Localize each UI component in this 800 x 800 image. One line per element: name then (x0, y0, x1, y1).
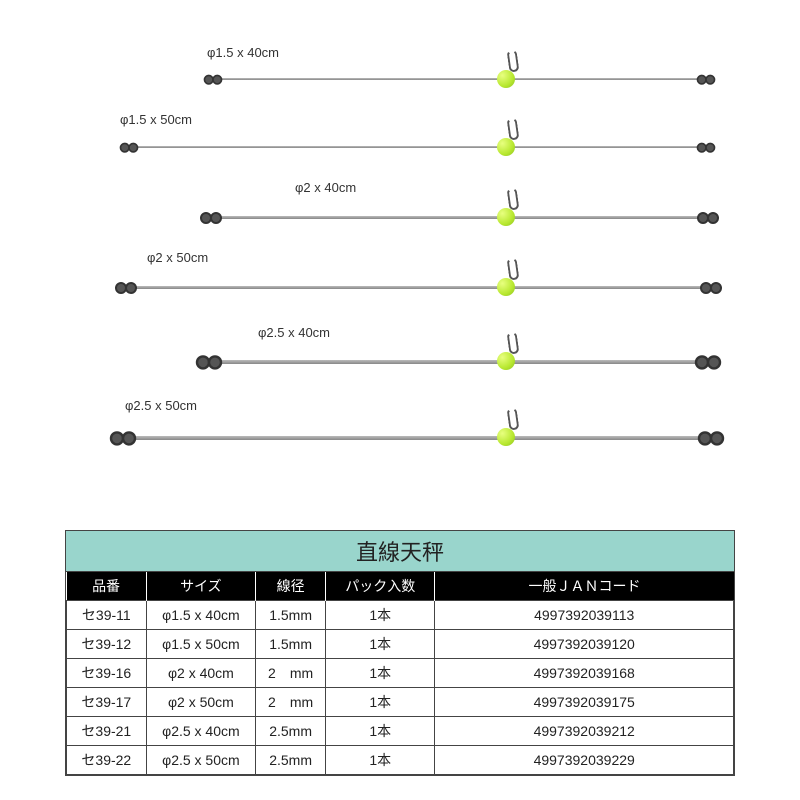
rig-label: φ2 x 40cm (295, 180, 356, 195)
swivel-left-icon (110, 426, 136, 445)
swivel-right-icon (697, 139, 716, 153)
table-cell: セ39-16 (67, 659, 147, 688)
swivel-left-icon (200, 208, 222, 224)
rig-wire (220, 216, 705, 219)
rig-label: φ1.5 x 50cm (120, 112, 192, 127)
swivel-right-icon (695, 350, 721, 369)
table-cell: 1本 (326, 601, 435, 630)
bead-icon (497, 352, 515, 370)
table-cell: φ2.5 x 50cm (146, 746, 256, 775)
table-cell: 1本 (326, 659, 435, 688)
rig-wire (135, 146, 705, 148)
table-header: サイズ (146, 572, 256, 601)
table-cell: セ39-17 (67, 688, 147, 717)
table-header: 一般ＪＡＮコード (435, 572, 734, 601)
table-cell: 2 mm (256, 659, 326, 688)
swivel-left-icon (196, 350, 222, 369)
bead-icon (497, 428, 515, 446)
table-row: セ39-11φ1.5 x 40cm1.5mm1本4997392039113 (67, 601, 734, 630)
swivel-right-icon (700, 278, 722, 294)
table-cell: 4997392039168 (435, 659, 734, 688)
table-cell: 4997392039113 (435, 601, 734, 630)
bead-icon (497, 138, 515, 156)
table-cell: セ39-12 (67, 630, 147, 659)
snap-clip-icon (507, 407, 520, 430)
swivel-right-icon (697, 208, 719, 224)
bead-icon (497, 208, 515, 226)
table-cell: セ39-22 (67, 746, 147, 775)
product-table: 品番サイズ線径パック入数一般ＪＡＮコード セ39-11φ1.5 x 40cm1.… (66, 572, 734, 775)
rig-label: φ2.5 x 40cm (258, 325, 330, 340)
swivel-left-icon (115, 278, 137, 294)
bead-icon (497, 278, 515, 296)
table-cell: 4997392039120 (435, 630, 734, 659)
rig-label: φ1.5 x 40cm (207, 45, 279, 60)
table-row: セ39-21φ2.5 x 40cm2.5mm1本4997392039212 (67, 717, 734, 746)
table-cell: 2 mm (256, 688, 326, 717)
rig-wire (220, 78, 705, 80)
table-cell: φ1.5 x 40cm (146, 601, 256, 630)
swivel-left-icon (120, 139, 139, 153)
table-cell: 1本 (326, 688, 435, 717)
rig-wire (135, 286, 710, 289)
table-cell: 2.5mm (256, 717, 326, 746)
table-cell: 4997392039229 (435, 746, 734, 775)
table-cell: 2.5mm (256, 746, 326, 775)
table-header: 品番 (67, 572, 147, 601)
snap-clip-icon (507, 257, 520, 280)
table-title: 直線天秤 (66, 531, 734, 572)
table-cell: セ39-21 (67, 717, 147, 746)
swivel-right-icon (697, 71, 716, 85)
table-cell: 1本 (326, 717, 435, 746)
table-cell: φ1.5 x 50cm (146, 630, 256, 659)
table-row: セ39-12φ1.5 x 50cm1.5mm1本4997392039120 (67, 630, 734, 659)
rig-label: φ2 x 50cm (147, 250, 208, 265)
swivel-right-icon (698, 426, 724, 445)
table-cell: φ2 x 50cm (146, 688, 256, 717)
table-cell: 4997392039175 (435, 688, 734, 717)
rig-wire (133, 436, 710, 440)
table-row: セ39-17φ2 x 50cm2 mm1本4997392039175 (67, 688, 734, 717)
rig-label: φ2.5 x 50cm (125, 398, 197, 413)
table-cell: 1本 (326, 630, 435, 659)
table-cell: φ2 x 40cm (146, 659, 256, 688)
bead-icon (497, 70, 515, 88)
snap-clip-icon (507, 331, 520, 354)
table-cell: セ39-11 (67, 601, 147, 630)
snap-clip-icon (507, 49, 520, 72)
diagram-area: φ1.5 x 40cm φ1.5 x 50cm φ2 x 40cm φ2 x 50cm… (0, 0, 800, 510)
table-cell: 1.5mm (256, 630, 326, 659)
table-header: パック入数 (326, 572, 435, 601)
snap-clip-icon (507, 187, 520, 210)
table-cell: 4997392039212 (435, 717, 734, 746)
table-cell: 1本 (326, 746, 435, 775)
table-header: 線径 (256, 572, 326, 601)
snap-clip-icon (507, 117, 520, 140)
table-row: セ39-22φ2.5 x 50cm2.5mm1本4997392039229 (67, 746, 734, 775)
table-cell: 1.5mm (256, 601, 326, 630)
spec-table: 直線天秤 品番サイズ線径パック入数一般ＪＡＮコード セ39-11φ1.5 x 4… (65, 530, 735, 776)
table-cell: φ2.5 x 40cm (146, 717, 256, 746)
table-row: セ39-16φ2 x 40cm2 mm1本4997392039168 (67, 659, 734, 688)
swivel-left-icon (204, 71, 223, 85)
rig-wire (220, 360, 705, 364)
